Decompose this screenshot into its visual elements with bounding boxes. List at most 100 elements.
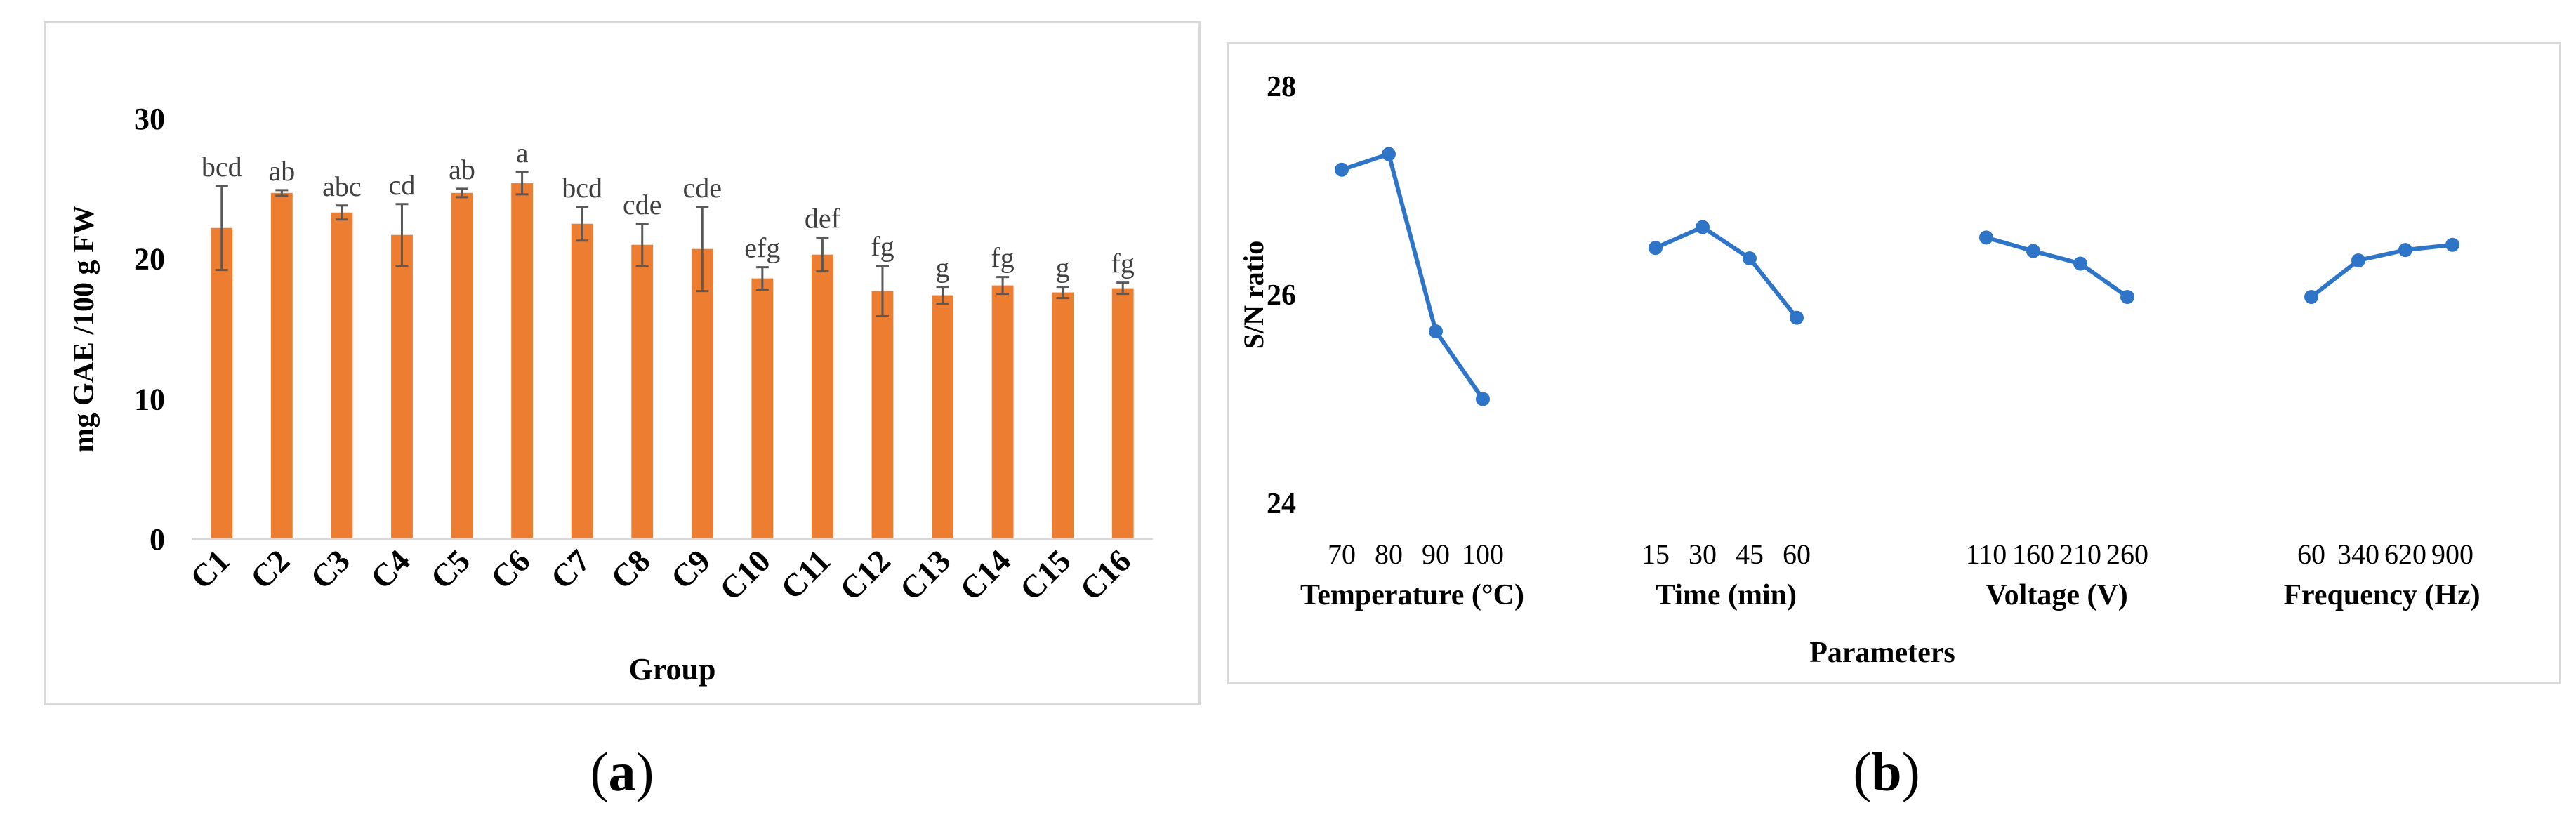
series-line: [1341, 152, 1485, 401]
series-line: [1986, 235, 2129, 299]
bar: [691, 248, 713, 539]
x-tick-label: C7: [543, 543, 597, 596]
group-label: Time (min): [1656, 579, 1797, 611]
bar: [391, 234, 413, 539]
bar-chart: 0 10 20 30 mg GAE /100 g FW bcd C1 ab C2 abc C3 cd C…: [68, 102, 1153, 687]
x-tick-label: 110: [1966, 538, 2007, 570]
significance-letter: cde: [623, 189, 662, 220]
bar: [211, 227, 233, 539]
significance-letter: def: [805, 203, 841, 234]
x-tick-label: 80: [1375, 538, 1403, 570]
data-point: [1476, 392, 1490, 406]
x-tick-label: 15: [1642, 538, 1670, 570]
significance-letter: fg: [871, 231, 894, 263]
significance-letter: fg: [991, 242, 1014, 274]
bar: [511, 183, 533, 539]
data-point: [1979, 230, 1993, 245]
x-tick-label: 60: [1783, 538, 1811, 570]
bar: [991, 285, 1014, 539]
significance-letter: fg: [1111, 248, 1135, 279]
y-tick-label: 30: [134, 102, 165, 136]
panel-letter-b: b: [1871, 741, 1902, 802]
x-tick-label: C8: [604, 543, 657, 596]
x-tick-label: 30: [1689, 538, 1717, 570]
group-label: Voltage (V): [1986, 579, 2128, 611]
significance-letter: g: [1056, 252, 1070, 284]
chart-panel-a: 0 10 20 30 mg GAE /100 g FW bcd C1 ab C2 abc C3 cd C…: [44, 21, 1201, 705]
x-tick-label: 160: [2012, 538, 2054, 570]
y-axis-title: S/N ratio: [1238, 241, 1269, 349]
x-tick-label: 60: [2297, 538, 2325, 570]
x-tick-label: C1: [183, 543, 237, 596]
data-point: [2445, 237, 2459, 252]
y-tick-label: 20: [134, 242, 165, 277]
group-label: Temperature (°C): [1300, 579, 1524, 611]
bar: [871, 291, 894, 539]
x-tick-label: C15: [1013, 543, 1078, 607]
data-point: [1696, 220, 1710, 234]
bar: [1111, 288, 1134, 539]
x-tick-label: C2: [244, 543, 297, 596]
bar: [1052, 292, 1074, 539]
significance-letter: bcd: [202, 151, 242, 183]
data-point: [2351, 253, 2365, 267]
bar: [571, 223, 593, 539]
y-axis-title: mg GAE /100 g FW: [68, 205, 100, 452]
x-tick-label: 100: [1462, 538, 1504, 570]
data-point: [2304, 289, 2318, 304]
bar: [751, 278, 774, 539]
bar: [331, 212, 353, 539]
data-point: [1382, 147, 1396, 161]
x-tick-label: C12: [833, 543, 897, 607]
x-tick-label: C3: [303, 543, 357, 596]
x-tick-label: C13: [893, 543, 958, 607]
data-point: [1335, 162, 1349, 177]
panel-letter-a: a: [608, 741, 636, 802]
x-tick-label: C10: [713, 543, 777, 607]
x-tick-label: 90: [1422, 538, 1450, 570]
chart-panel-b: 24 26 28 S/N ratio 70 80 90 100 Temperature (°C)…: [1227, 42, 2561, 684]
series-line: [2310, 242, 2453, 299]
series-line: [1654, 225, 1799, 319]
significance-letter: g: [936, 252, 950, 284]
y-tick-label: 10: [134, 382, 165, 416]
data-point: [1649, 241, 1663, 256]
data-point: [2120, 289, 2134, 304]
bar: [270, 192, 293, 539]
x-tick-label: C11: [774, 543, 837, 606]
x-tick-label: C16: [1073, 543, 1137, 607]
x-tick-label: 260: [2106, 538, 2148, 570]
significance-letter: ab: [268, 155, 295, 187]
data-point: [1429, 324, 1443, 338]
x-tick-label: 210: [2059, 538, 2101, 570]
bar: [451, 192, 473, 539]
y-tick-label: 28: [1267, 71, 1296, 103]
x-tick-label: 340: [2337, 538, 2379, 570]
data-point: [2073, 256, 2087, 271]
data-point: [2026, 244, 2040, 258]
x-tick-label: C9: [664, 543, 718, 596]
y-tick-label: 0: [150, 522, 165, 557]
x-tick-label: C6: [484, 543, 537, 596]
panel-label-b: (b): [1853, 741, 1920, 802]
x-tick-label: 900: [2431, 538, 2473, 570]
significance-letter: ab: [449, 154, 475, 185]
significance-letter: efg: [744, 232, 780, 264]
panel-label-a: (a): [590, 741, 654, 802]
x-tick-label: 70: [1328, 538, 1356, 570]
group-label: Frequency (Hz): [2283, 579, 2480, 611]
bar: [932, 295, 953, 539]
x-tick-label: 620: [2384, 538, 2426, 570]
significance-letter: cde: [683, 172, 722, 204]
x-axis-title: Parameters: [1809, 637, 1955, 669]
y-tick-label: 26: [1267, 279, 1296, 312]
data-point: [1790, 310, 1804, 325]
data-point: [2398, 243, 2412, 258]
x-tick-label: 45: [1736, 538, 1764, 570]
x-tick-label: C5: [423, 543, 477, 596]
data-point: [1743, 251, 1757, 266]
line-chart: 24 26 28 S/N ratio 70 80 90 100 Temperature (°C)…: [1238, 71, 2481, 669]
significance-letter: bcd: [562, 172, 602, 204]
x-tick-label: C14: [953, 543, 1017, 607]
bar: [631, 244, 654, 539]
